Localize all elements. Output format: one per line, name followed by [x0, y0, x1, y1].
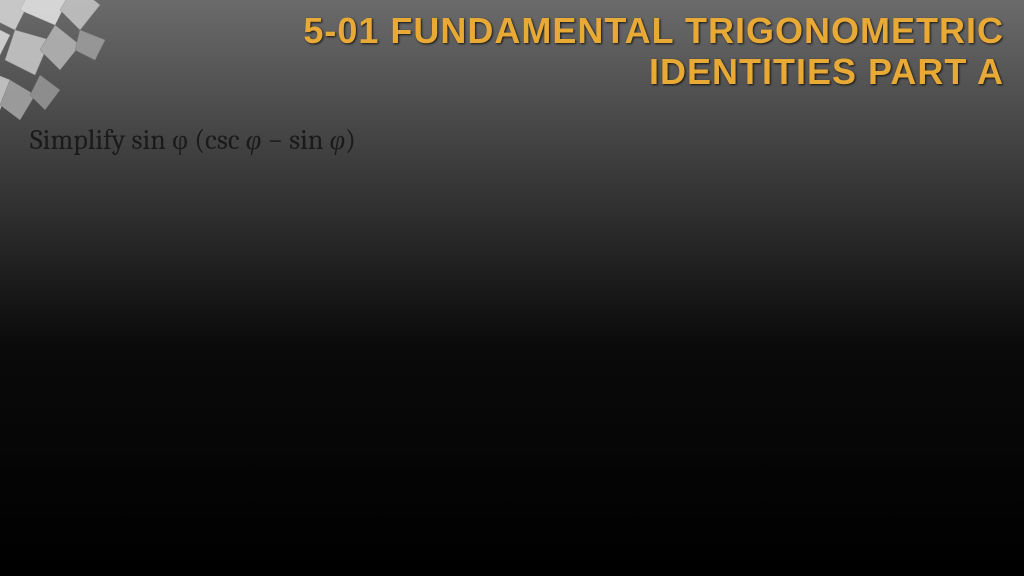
slide-title: 5-01 Fundamental Trigonometric Identitie…	[303, 10, 1004, 93]
title-line-1: 5-01 Fundamental Trigonometric	[303, 10, 1004, 51]
body-var2: φ	[330, 124, 346, 156]
body-prefix: Simplify sin φ (csc	[30, 124, 246, 156]
title-line-2: Identities Part A	[303, 51, 1004, 92]
body-mid: − sin	[261, 124, 329, 156]
body-var1: φ	[246, 124, 262, 156]
body-suffix: )	[345, 124, 356, 156]
problem-statement: Simplify sin φ (csc φ − sin φ)	[30, 124, 356, 157]
